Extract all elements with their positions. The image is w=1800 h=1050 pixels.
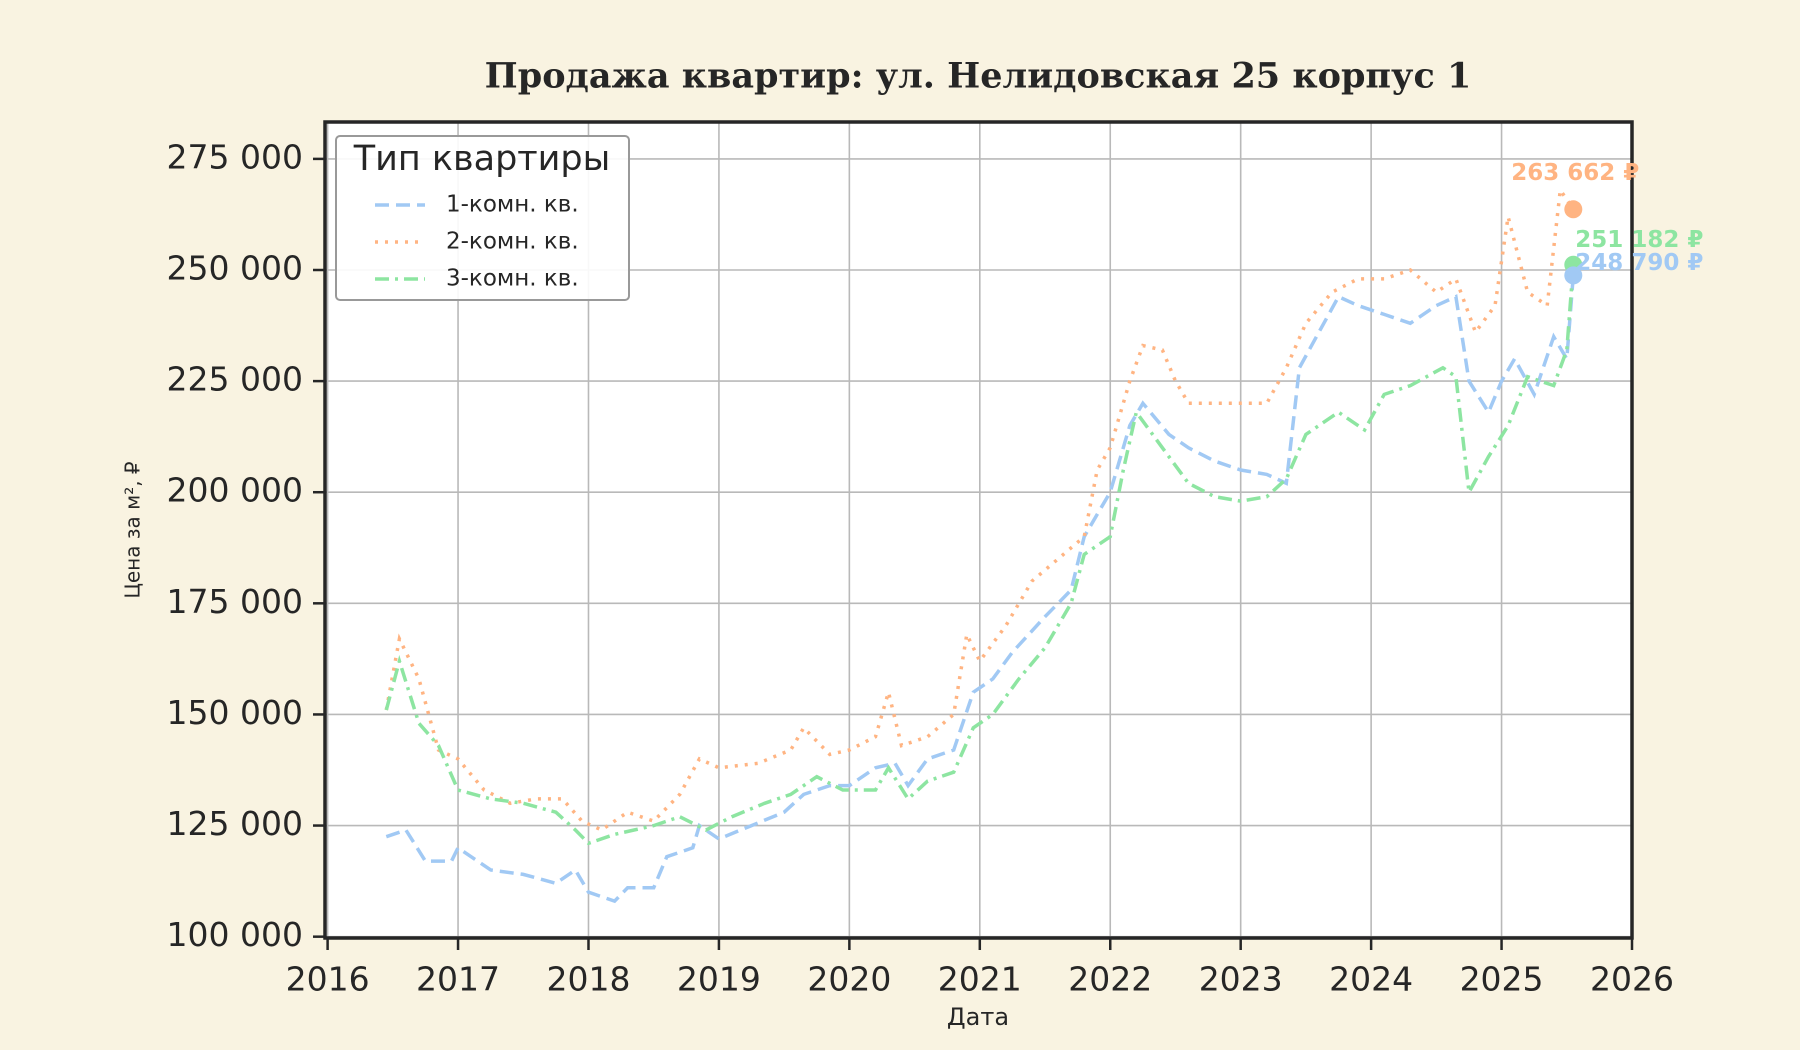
x-tick-label: 2026 bbox=[1590, 960, 1674, 999]
x-axis-label: Дата bbox=[947, 1003, 1009, 1031]
x-tick-label: 2024 bbox=[1329, 960, 1413, 999]
y-tick-label: 100 000 bbox=[167, 915, 303, 954]
y-tick-label: 250 000 bbox=[167, 249, 303, 288]
lines bbox=[384, 185, 1583, 904]
y-axis-label: Цена за м², ₽ bbox=[121, 461, 145, 599]
x-tick-label: 2016 bbox=[286, 960, 370, 999]
y-tick-label: 150 000 bbox=[167, 693, 303, 732]
y-tick-label: 225 000 bbox=[167, 360, 303, 399]
y-tick-label: 200 000 bbox=[167, 471, 303, 510]
series-line bbox=[384, 264, 1576, 846]
x-tick-label: 2022 bbox=[1068, 960, 1152, 999]
end-label: 248 790 ₽ bbox=[1575, 250, 1703, 276]
x-tick-label: 2021 bbox=[938, 960, 1022, 999]
chart-title: Продажа квартир: ул. Нелидовская 25 корп… bbox=[485, 56, 1472, 97]
legend-title: Тип квартиры bbox=[353, 139, 611, 179]
plot-frame bbox=[323, 120, 1634, 940]
x-tick-label: 2017 bbox=[416, 960, 500, 999]
legend-label: 3-комн. кв. bbox=[446, 266, 579, 292]
end-label: 251 182 ₽ bbox=[1575, 227, 1703, 253]
end-label: 263 662 ₽ bbox=[1511, 160, 1639, 186]
x-tick-label: 2025 bbox=[1460, 960, 1544, 999]
legend-label: 1-комн. кв. bbox=[446, 192, 579, 218]
legend: Тип квартиры 1-комн. кв. 2-комн. кв. 3-ком… bbox=[335, 135, 630, 301]
x-tick-label: 2020 bbox=[807, 960, 891, 999]
x-tick-label: 2018 bbox=[546, 960, 630, 999]
legend-label: 2-комн. кв. bbox=[446, 229, 579, 255]
y-tick-label: 275 000 bbox=[167, 137, 303, 176]
x-tick-label: 2019 bbox=[677, 960, 761, 999]
end-point bbox=[1564, 200, 1583, 219]
end-point bbox=[1564, 266, 1583, 285]
legend-frame bbox=[335, 135, 630, 301]
y-tick-label: 125 000 bbox=[167, 804, 303, 843]
x-tick-label: 2023 bbox=[1199, 960, 1283, 999]
y-tick-label: 175 000 bbox=[167, 582, 303, 621]
series-line bbox=[384, 185, 1575, 833]
